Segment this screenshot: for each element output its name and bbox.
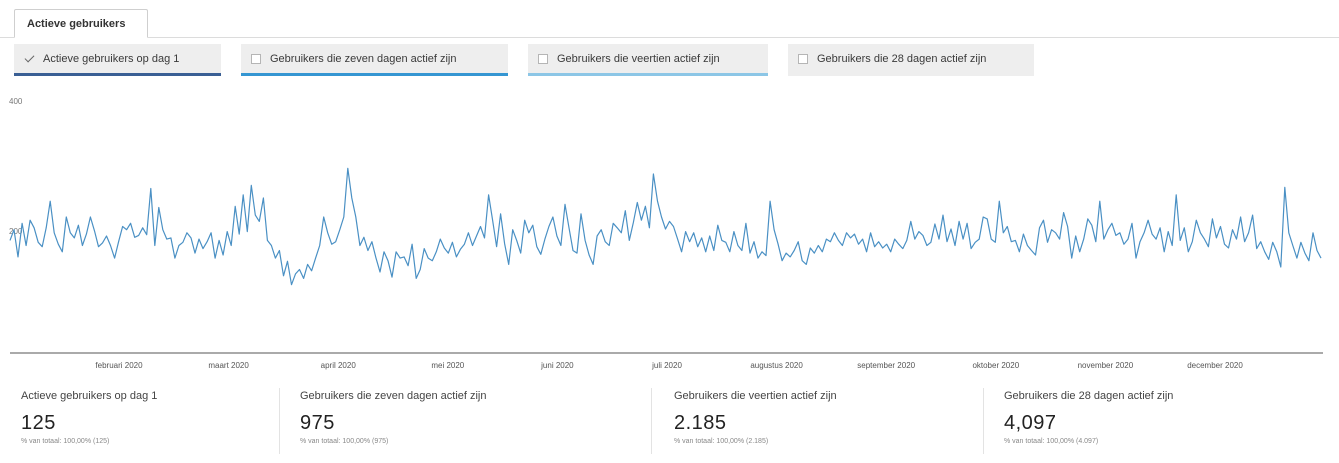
scorecard-title: Gebruikers die 28 dagen actief zijn <box>1004 390 1173 402</box>
scorecard-subtext: % van totaal: 100,00% (975) <box>300 438 388 445</box>
checkbox-icon[interactable] <box>798 54 808 64</box>
checkbox-icon[interactable] <box>251 54 261 64</box>
scorecard-title: Gebruikers die veertien actief zijn <box>674 390 837 402</box>
scorecard-title: Actieve gebruikers op dag 1 <box>21 390 157 402</box>
scorecard-value: 125 <box>21 412 56 435</box>
x-tick-label: mei 2020 <box>431 361 464 370</box>
x-tick-label: februari 2020 <box>95 361 143 370</box>
checkbox-icon[interactable] <box>538 54 548 64</box>
toggle-gebruikers-veertien[interactable]: Gebruikers die veertien actief zijn <box>528 44 768 76</box>
x-tick-label: september 2020 <box>857 361 915 370</box>
x-tick-label: november 2020 <box>1078 361 1134 370</box>
scorecard-zeven-dagen[interactable]: Gebruikers die zeven dagen actief zijn 9… <box>292 380 652 460</box>
toggle-gebruikers-zeven-dagen[interactable]: Gebruikers die zeven dagen actief zijn <box>241 44 508 76</box>
toggle-gebruikers-28-dagen[interactable]: Gebruikers die 28 dagen actief zijn <box>788 44 1034 76</box>
scorecard-divider <box>279 388 280 454</box>
x-tick-label: december 2020 <box>1187 361 1243 370</box>
x-tick-label: maart 2020 <box>208 361 249 370</box>
tab-bar: Actieve gebruikers <box>0 0 1339 38</box>
scorecard-divider <box>983 388 984 454</box>
x-tick-label: april 2020 <box>321 361 357 370</box>
tab-actieve-gebruikers[interactable]: Actieve gebruikers <box>14 9 148 38</box>
scorecards: Actieve gebruikers op dag 1 125 % van to… <box>0 380 1339 463</box>
scorecard-dag-1[interactable]: Actieve gebruikers op dag 1 125 % van to… <box>13 380 280 460</box>
scorecard-title: Gebruikers die zeven dagen actief zijn <box>300 390 487 402</box>
x-tick-label: juli 2020 <box>651 361 682 370</box>
scorecard-subtext: % van totaal: 100,00% (125) <box>21 438 109 445</box>
toggle-label: Gebruikers die veertien actief zijn <box>557 53 720 65</box>
scorecard-value: 4,097 <box>1004 412 1057 435</box>
toggle-label: Gebruikers die zeven dagen actief zijn <box>270 53 457 65</box>
scorecard-value: 2.185 <box>674 412 727 435</box>
scorecard-value: 975 <box>300 412 335 435</box>
toggle-label: Actieve gebruikers op dag 1 <box>43 53 179 65</box>
scorecard-veertien[interactable]: Gebruikers die veertien actief zijn 2.18… <box>666 380 984 460</box>
x-tick-label: augustus 2020 <box>750 361 803 370</box>
toggle-actieve-gebruikers-dag-1[interactable]: Actieve gebruikers op dag 1 <box>14 44 221 76</box>
x-tick-labels: februari 2020 maart 2020 april 2020 mei 202… <box>95 361 1243 370</box>
series-line <box>10 168 1321 284</box>
metric-toggles: Actieve gebruikers op dag 1 Gebruikers d… <box>0 44 1339 78</box>
x-tick-label: juni 2020 <box>540 361 574 370</box>
x-tick-label: oktober 2020 <box>972 361 1019 370</box>
scorecard-subtext: % van totaal: 100,00% (2.185) <box>674 438 768 445</box>
line-chart-svg: 400 200 februari 2020 maart 2020 april 202… <box>0 90 1339 380</box>
line-chart: 400 200 februari 2020 maart 2020 april 202… <box>0 90 1339 380</box>
checkbox-checked-icon[interactable] <box>24 54 34 64</box>
scorecard-subtext: % van totaal: 100,00% (4.097) <box>1004 438 1098 445</box>
scorecard-divider <box>651 388 652 454</box>
toggle-label: Gebruikers die 28 dagen actief zijn <box>817 53 986 65</box>
scorecard-28-dagen[interactable]: Gebruikers die 28 dagen actief zijn 4,09… <box>996 380 1326 460</box>
y-tick-label-400: 400 <box>9 97 23 106</box>
